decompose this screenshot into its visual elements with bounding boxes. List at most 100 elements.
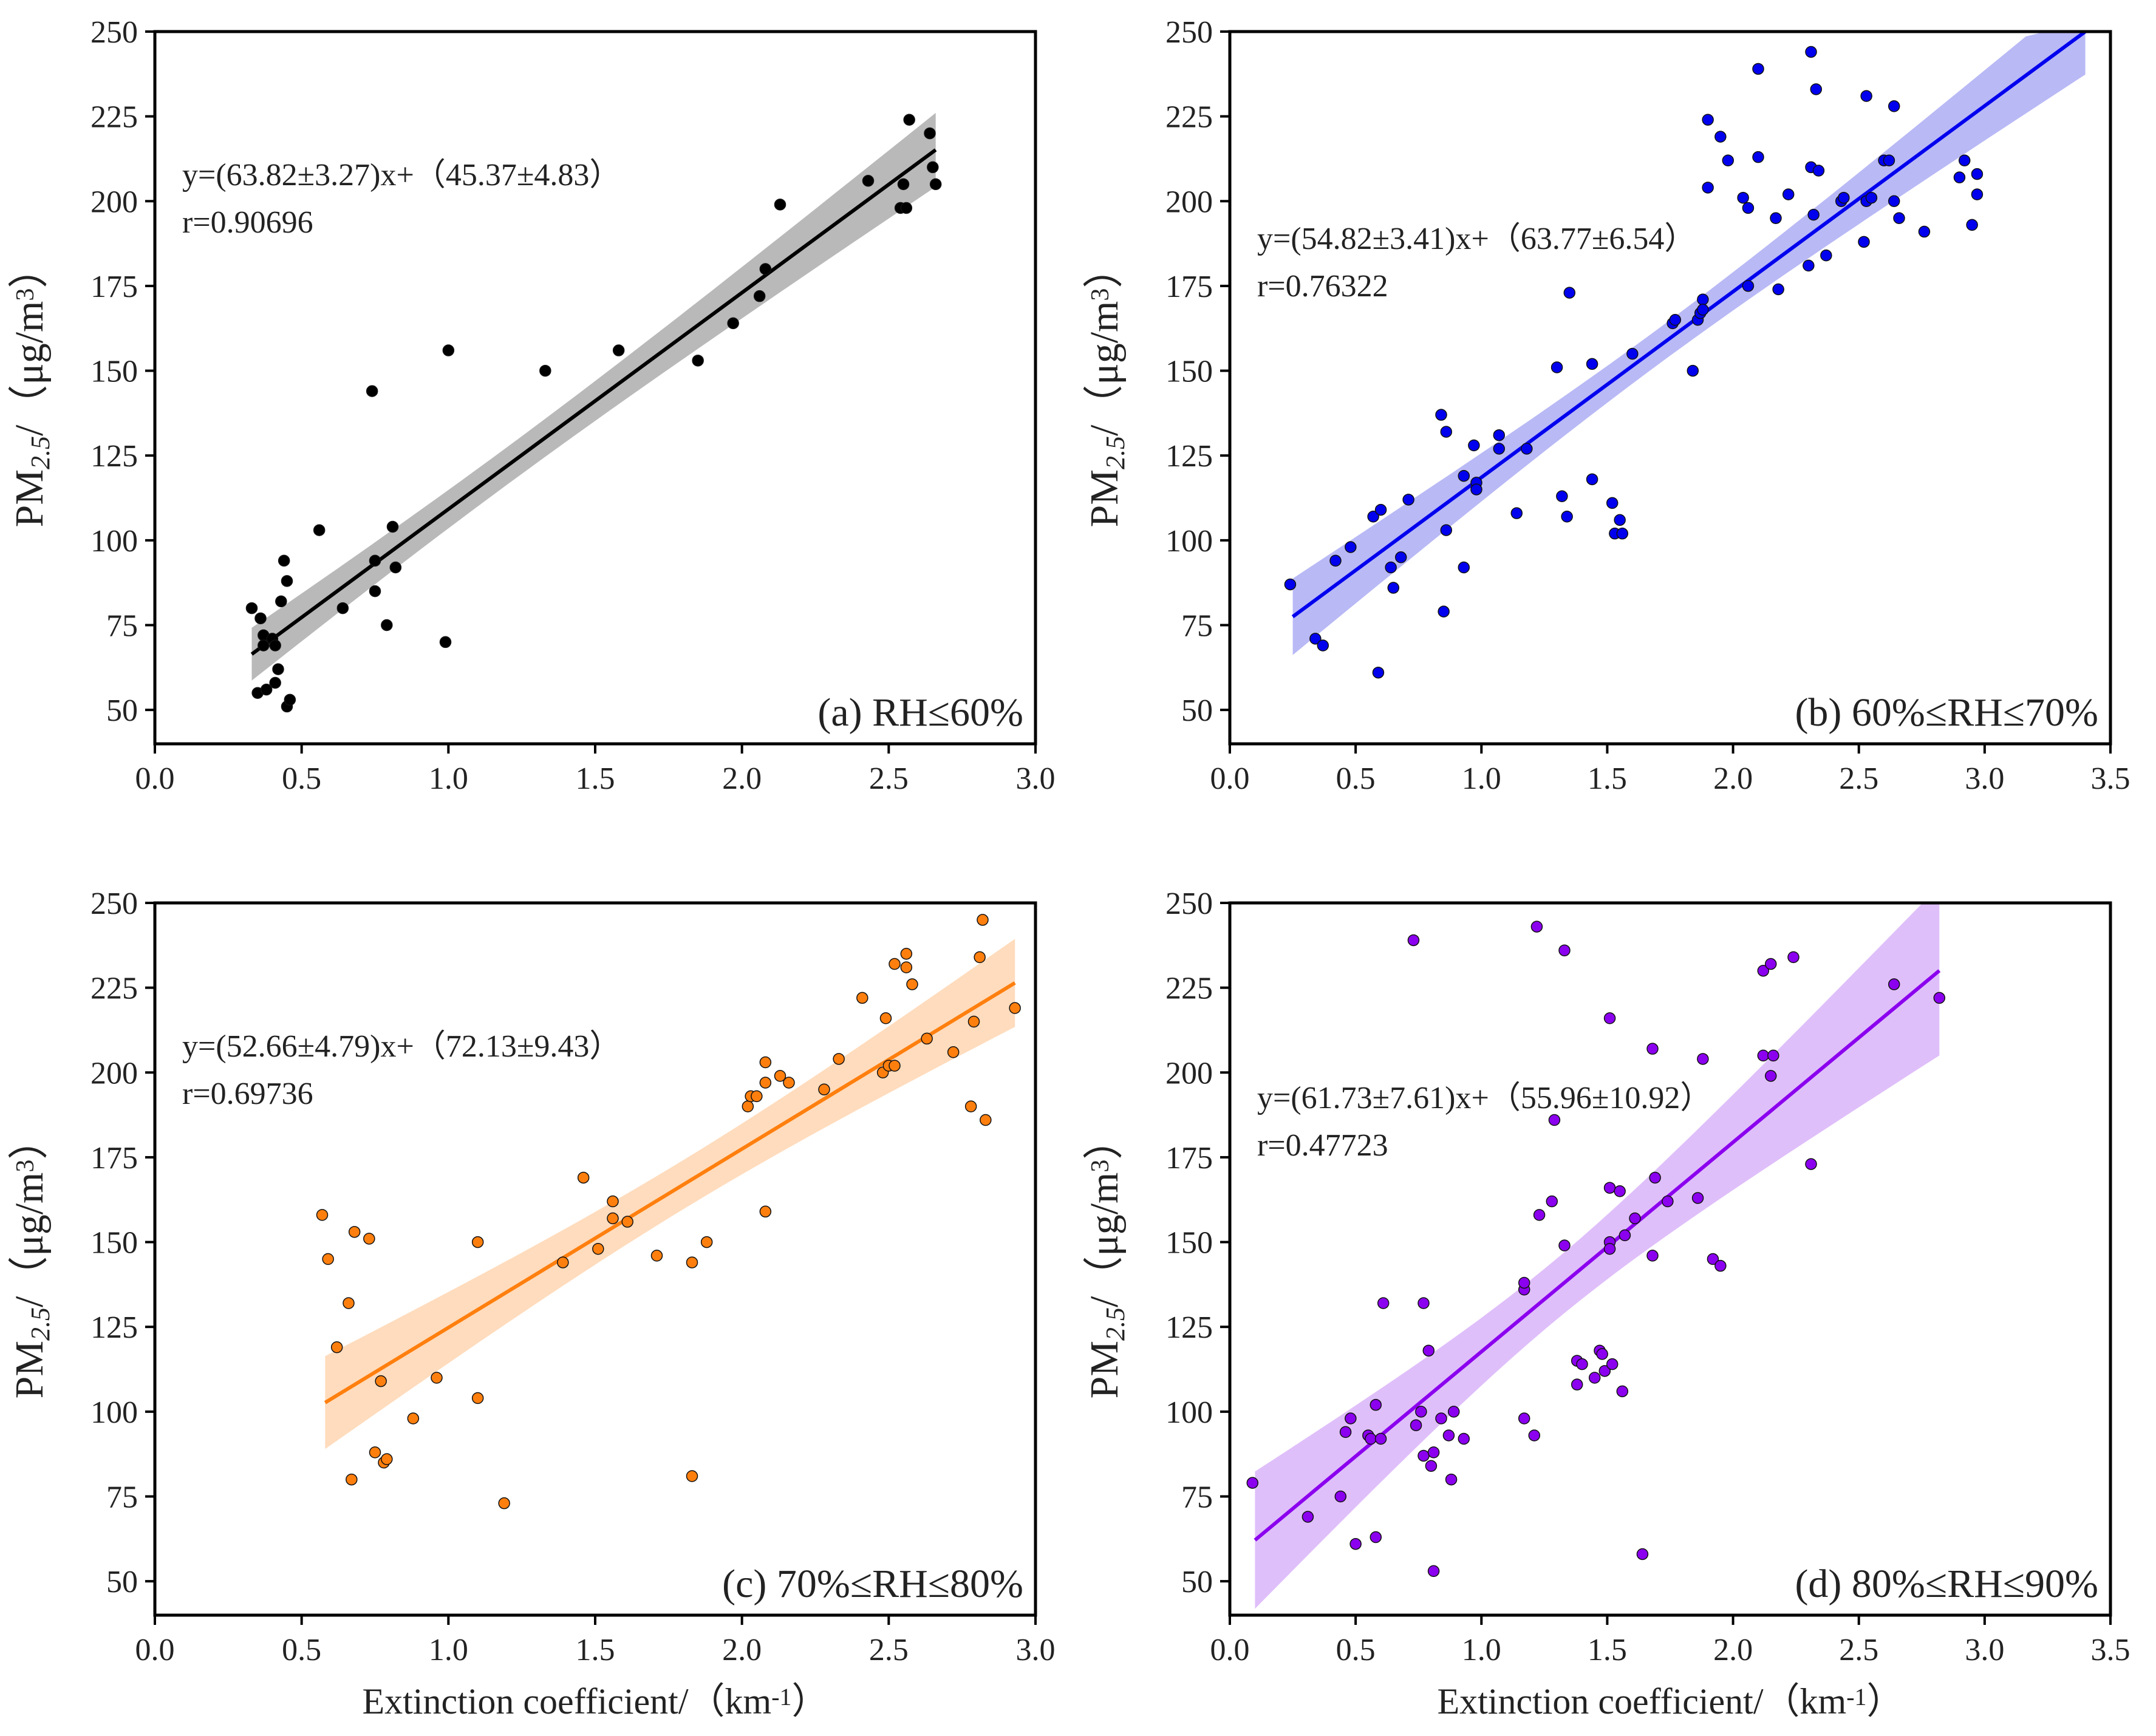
panel-label-a: (a) RH≤60% — [817, 690, 1023, 735]
data-point-b-48 — [1742, 202, 1755, 214]
x-tick-label-d-7: 3.5 — [2091, 1633, 2130, 1667]
fit-line-a — [250, 148, 937, 656]
data-point-c-21 — [621, 1216, 633, 1228]
x-tick-label-b-0: 0.0 — [1210, 761, 1250, 796]
data-point-c-45 — [921, 1032, 933, 1045]
data-point-c-14 — [471, 1236, 484, 1248]
data-point-d-14 — [1415, 1406, 1427, 1418]
y-tick-label-a-4: 150 — [90, 355, 138, 389]
data-point-d-0 — [1246, 1477, 1259, 1489]
y-tick-label-c-3: 125 — [90, 1310, 138, 1345]
data-point-c-35 — [833, 1053, 845, 1065]
data-point-d-64 — [1767, 1049, 1779, 1062]
data-point-b-41 — [1697, 293, 1709, 306]
data-point-d-67 — [1805, 1158, 1817, 1170]
data-point-b-75 — [1958, 154, 1971, 167]
y-axis-label-part-c-4: ） — [7, 1120, 52, 1160]
data-point-b-33 — [1614, 514, 1626, 526]
data-point-b-21 — [1493, 443, 1506, 455]
x-axis-label-part-d-2: ） — [1867, 1681, 1903, 1721]
x-tick-label-c-2: 1.0 — [429, 1633, 468, 1667]
data-point-d-13 — [1410, 1419, 1422, 1431]
data-point-d-35 — [1558, 1239, 1571, 1251]
data-point-b-17 — [1458, 469, 1470, 482]
data-point-a-36 — [903, 114, 915, 126]
panel-a: 0.0 0.5 1.0 1.5 2.0 2.5 3.0 50 75 100 125 150 175 200… — [7, 15, 1056, 796]
data-point-c-18 — [592, 1242, 604, 1255]
data-point-c-3 — [343, 1297, 355, 1309]
confidence-band-b — [1292, 32, 2086, 655]
data-point-b-29 — [1586, 358, 1598, 370]
data-point-a-11 — [278, 554, 290, 567]
data-point-b-38 — [1687, 364, 1699, 377]
data-point-b-60 — [1812, 165, 1825, 177]
data-point-c-51 — [977, 914, 989, 926]
data-point-d-60 — [1714, 1259, 1727, 1272]
y-axis-label-part-c-0: PM — [7, 1341, 52, 1398]
data-point-a-39 — [929, 178, 942, 191]
data-point-b-55 — [1803, 259, 1815, 272]
y-axis-label-part-b-0: PM — [1082, 469, 1127, 527]
x-tick-label-a-5: 2.5 — [869, 761, 909, 796]
data-point-b-67 — [1865, 191, 1878, 204]
data-point-a-9 — [272, 663, 284, 675]
y-tick-label-b-4: 150 — [1165, 355, 1213, 389]
data-point-c-26 — [742, 1100, 754, 1112]
x-tick-label-c-4: 2.0 — [722, 1633, 762, 1667]
y-axis-label-d: PM2.5/（μg/m3） — [1082, 1120, 1130, 1399]
data-point-d-28 — [1518, 1412, 1530, 1425]
y-axis-label-part-b-2: /（μg/m — [1082, 301, 1127, 436]
data-point-a-37 — [924, 127, 936, 140]
y-tick-label-d-4: 150 — [1165, 1226, 1213, 1261]
data-point-d-1 — [1301, 1511, 1314, 1523]
data-point-c-12 — [431, 1372, 443, 1384]
data-point-b-9 — [1387, 582, 1400, 594]
data-point-b-72 — [1893, 212, 1905, 224]
y-tick-label-b-7: 225 — [1165, 100, 1213, 135]
data-point-b-59 — [1810, 83, 1823, 95]
data-point-d-58 — [1697, 1053, 1709, 1065]
data-point-c-1 — [322, 1253, 334, 1265]
y-tick-label-c-2: 100 — [90, 1395, 138, 1430]
data-point-d-16 — [1417, 1449, 1430, 1462]
data-point-c-10 — [381, 1453, 393, 1465]
data-point-c-23 — [686, 1470, 698, 1482]
data-point-b-49 — [1742, 280, 1755, 292]
data-point-b-27 — [1561, 511, 1573, 523]
data-point-b-30 — [1586, 473, 1598, 486]
data-point-b-42 — [1697, 304, 1709, 316]
data-point-d-68 — [1888, 978, 1900, 990]
x-axis-label-part-c-0: Extinction coefficient/（km — [362, 1681, 771, 1721]
data-point-b-46 — [1722, 154, 1735, 167]
data-point-d-57 — [1691, 1192, 1704, 1204]
data-point-a-14 — [284, 693, 296, 706]
r-value-c: r=0.69736 — [182, 1077, 313, 1111]
x-tick-label-a-3: 1.5 — [576, 761, 615, 796]
data-point-c-20 — [607, 1195, 619, 1208]
y-tick-label-c-8: 250 — [90, 887, 138, 921]
data-point-b-73 — [1918, 225, 1931, 238]
x-tick-label-b-6: 3.0 — [1965, 761, 2004, 796]
data-point-b-3 — [1329, 554, 1342, 567]
y-tick-label-d-0: 50 — [1181, 1565, 1213, 1599]
x-tick-label-c-1: 0.5 — [282, 1633, 321, 1667]
data-point-a-22 — [389, 561, 402, 574]
data-point-c-29 — [759, 1205, 772, 1218]
data-point-c-47 — [964, 1100, 977, 1112]
data-point-d-5 — [1349, 1537, 1362, 1550]
y-axis-label-part-c-3: 3 — [12, 1160, 39, 1173]
data-point-d-55 — [1649, 1171, 1661, 1184]
plot-frame-b — [1228, 30, 2112, 746]
data-point-d-24 — [1447, 1406, 1460, 1418]
y-axis-label-part-d-0: PM — [1082, 1341, 1127, 1398]
y-axis-label-part-d-2: /（μg/m — [1082, 1173, 1127, 1307]
y-tick-label-a-8: 250 — [90, 15, 138, 50]
data-point-d-47 — [1606, 1358, 1619, 1370]
data-point-b-63 — [1838, 191, 1850, 204]
data-point-a-8 — [269, 639, 281, 652]
x-tick-label-a-4: 2.0 — [722, 761, 762, 796]
r-value-a: r=0.90696 — [182, 205, 313, 240]
y-tick-label-d-6: 200 — [1165, 1056, 1213, 1091]
data-point-b-51 — [1752, 151, 1764, 163]
x-tick-label-b-2: 1.0 — [1462, 761, 1501, 796]
